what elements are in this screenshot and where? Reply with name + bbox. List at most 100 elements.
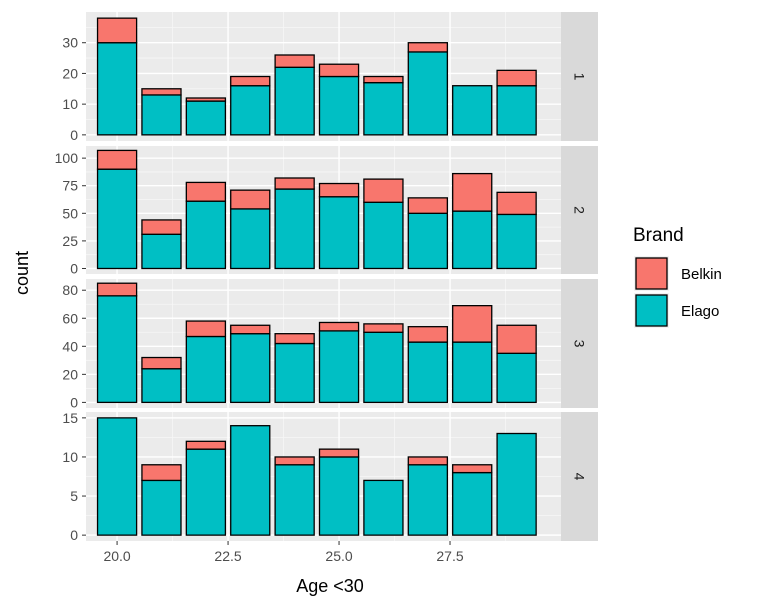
bar-belkin (274, 177, 315, 190)
facet-panel-2: 0 25 50 75 100 2 (55, 146, 598, 276)
facet-panel-1: 0 10 20 30 1 (62, 12, 598, 143)
y-tick-label: 10 (62, 449, 78, 465)
x-tick-label: 25.0 (325, 548, 352, 564)
facet-strip (561, 12, 598, 141)
bar-elago (230, 333, 271, 404)
bar-elago (230, 425, 271, 536)
bar-belkin (185, 181, 227, 202)
facet-strip (561, 146, 598, 274)
bar-elago (407, 464, 449, 536)
bar-belkin (274, 54, 315, 68)
bar-belkin (407, 326, 449, 343)
bar-elago (363, 81, 404, 136)
bar-elago (96, 417, 138, 536)
bar-elago (141, 479, 182, 536)
bar-belkin (96, 149, 138, 170)
x-tick-label: 22.5 (214, 548, 241, 564)
bar-belkin (185, 320, 227, 338)
bar-elago (496, 432, 537, 536)
x-tick-label: 20.0 (103, 548, 130, 564)
bar-belkin (452, 464, 493, 474)
bar-belkin (496, 69, 537, 87)
y-tick-label: 20 (62, 65, 78, 81)
legend-items: Belkin Elago (634, 256, 722, 328)
bar-belkin (141, 88, 182, 96)
bar-elago (496, 85, 537, 136)
bar-belkin (318, 63, 360, 78)
y-tick-label: 0 (70, 127, 78, 143)
bar-belkin (230, 189, 271, 210)
bar-elago (407, 341, 449, 404)
facet-panel-3: 0 20 40 60 80 3 (62, 279, 598, 410)
bar-elago (230, 85, 271, 136)
bar-belkin (141, 356, 182, 370)
bar-elago (274, 66, 315, 136)
y-tick-label: 0 (70, 394, 78, 410)
bar-belkin (496, 191, 537, 216)
facet-strip (561, 412, 598, 541)
legend: Brand Belkin Elago (633, 225, 722, 328)
y-tick-label: 15 (62, 410, 78, 426)
facet-strip-label: 3 (572, 340, 588, 348)
bar-belkin (96, 17, 138, 44)
bar-elago (496, 213, 537, 270)
legend-key-belkin (635, 257, 668, 290)
bar-elago (496, 352, 537, 404)
bar-belkin (230, 75, 271, 87)
bar-belkin (318, 448, 360, 458)
bar-elago (230, 208, 271, 270)
bar-elago (318, 196, 360, 270)
y-tick-label: 75 (62, 178, 78, 194)
y-tick-label: 0 (70, 527, 78, 543)
bar-belkin (363, 75, 404, 84)
y-axis-title: count (12, 251, 32, 295)
bar-elago (363, 479, 404, 536)
bar-elago (452, 210, 493, 270)
bar-elago (452, 85, 493, 136)
y-tick-label: 40 (62, 338, 78, 354)
bar-belkin (496, 324, 537, 354)
bar-elago (274, 188, 315, 270)
bar-belkin (407, 456, 449, 466)
bar-elago (96, 42, 138, 136)
bar-belkin (407, 197, 449, 214)
bar-elago (185, 335, 227, 404)
facet-strip-label: 4 (572, 473, 588, 481)
y-tick-label: 30 (62, 35, 78, 51)
y-tick-label: 50 (62, 205, 78, 221)
y-tick-label: 100 (55, 150, 79, 166)
bar-elago (96, 168, 138, 270)
bar-belkin (96, 282, 138, 297)
x-axis: 20.0 22.5 25.0 27.5 (103, 541, 464, 564)
bar-elago (407, 51, 449, 136)
bar-belkin (363, 178, 404, 203)
facet-panel-4: 0 5 10 15 4 (62, 410, 598, 543)
bar-elago (363, 331, 404, 404)
bar-elago (407, 212, 449, 270)
bar-belkin (452, 304, 493, 343)
bar-belkin (141, 219, 182, 235)
bar-elago (96, 295, 138, 404)
bar-elago (141, 368, 182, 404)
bar-belkin (230, 324, 271, 335)
bar-elago (318, 456, 360, 536)
bar-elago (141, 94, 182, 136)
y-tick-label: 0 (70, 260, 78, 276)
bar-elago (363, 201, 404, 270)
legend-key-elago (635, 294, 668, 327)
bar-belkin (452, 172, 493, 212)
x-axis-title: Age <30 (296, 576, 364, 596)
y-tick-label: 20 (62, 366, 78, 382)
y-tick-label: 80 (62, 282, 78, 298)
bar-belkin (407, 42, 449, 53)
facet-strip-label: 1 (572, 73, 588, 81)
bar-belkin (274, 333, 315, 345)
legend-label-elago: Elago (681, 303, 719, 320)
bar-elago (185, 100, 227, 136)
x-tick-label: 27.5 (436, 548, 463, 564)
bar-belkin (363, 323, 404, 333)
bar-elago (185, 200, 227, 270)
bar-elago (274, 464, 315, 536)
